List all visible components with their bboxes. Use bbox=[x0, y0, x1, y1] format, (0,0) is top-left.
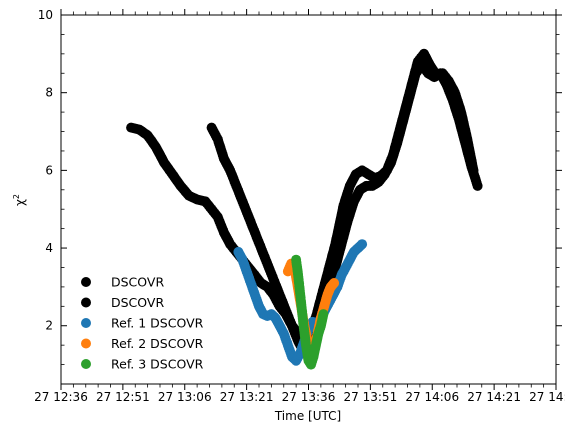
x-tick-label: 27 14:21 bbox=[467, 390, 521, 404]
legend-marker bbox=[81, 318, 91, 328]
legend-marker bbox=[81, 277, 91, 287]
series-5-point bbox=[318, 309, 329, 320]
legend-label: DSCOVR bbox=[111, 295, 164, 310]
series-3-point bbox=[357, 239, 368, 250]
axis-ticks-layer: 27 12:36 27 12:51 27 13:06 27 13:21 27 13:36… bbox=[34, 8, 565, 404]
x-tick-label: 27 12:51 bbox=[96, 390, 150, 404]
legend-marker bbox=[81, 297, 91, 308]
legend-marker bbox=[81, 338, 91, 349]
x-tick-label: 27 13:51 bbox=[344, 390, 398, 404]
legend: DSCOVR DSCOVR Ref. 1 DSCOVR Ref. 2 DSCOVR Re… bbox=[81, 275, 204, 372]
y-tick-label: 4 bbox=[45, 241, 53, 255]
y-axis-label-base: χ bbox=[13, 199, 27, 206]
legend-label: Ref. 1 DSCOVR bbox=[111, 316, 204, 331]
data-points-layer bbox=[126, 48, 483, 370]
x-tick-label: 27 13:21 bbox=[220, 390, 274, 404]
series-5 bbox=[291, 254, 329, 370]
x-axis-label: Time [UTC] bbox=[274, 409, 341, 423]
y-tick-label: 10 bbox=[38, 8, 53, 22]
y-axis-label-superscript: 2 bbox=[12, 194, 21, 199]
x-tick-label: 27 14:36 bbox=[529, 390, 565, 404]
series-2-point bbox=[472, 180, 483, 191]
y-tick-label: 2 bbox=[45, 319, 53, 333]
x-tick-label: 27 12:36 bbox=[34, 390, 88, 404]
legend-label: Ref. 3 DSCOVR bbox=[111, 357, 204, 372]
x-tick-label: 27 13:36 bbox=[282, 390, 336, 404]
legend-label: DSCOVR bbox=[111, 275, 164, 290]
series-4-point bbox=[329, 278, 340, 288]
x-tick-label: 27 13:06 bbox=[158, 390, 212, 404]
y-tick-label: 6 bbox=[45, 163, 53, 177]
y-tick-label: 8 bbox=[45, 86, 53, 100]
legend-label: Ref. 2 DSCOVR bbox=[111, 336, 204, 351]
legend-marker bbox=[81, 359, 91, 369]
y-axis-label: χ2 bbox=[12, 194, 27, 206]
x-tick-label: 27 14:06 bbox=[405, 390, 459, 404]
